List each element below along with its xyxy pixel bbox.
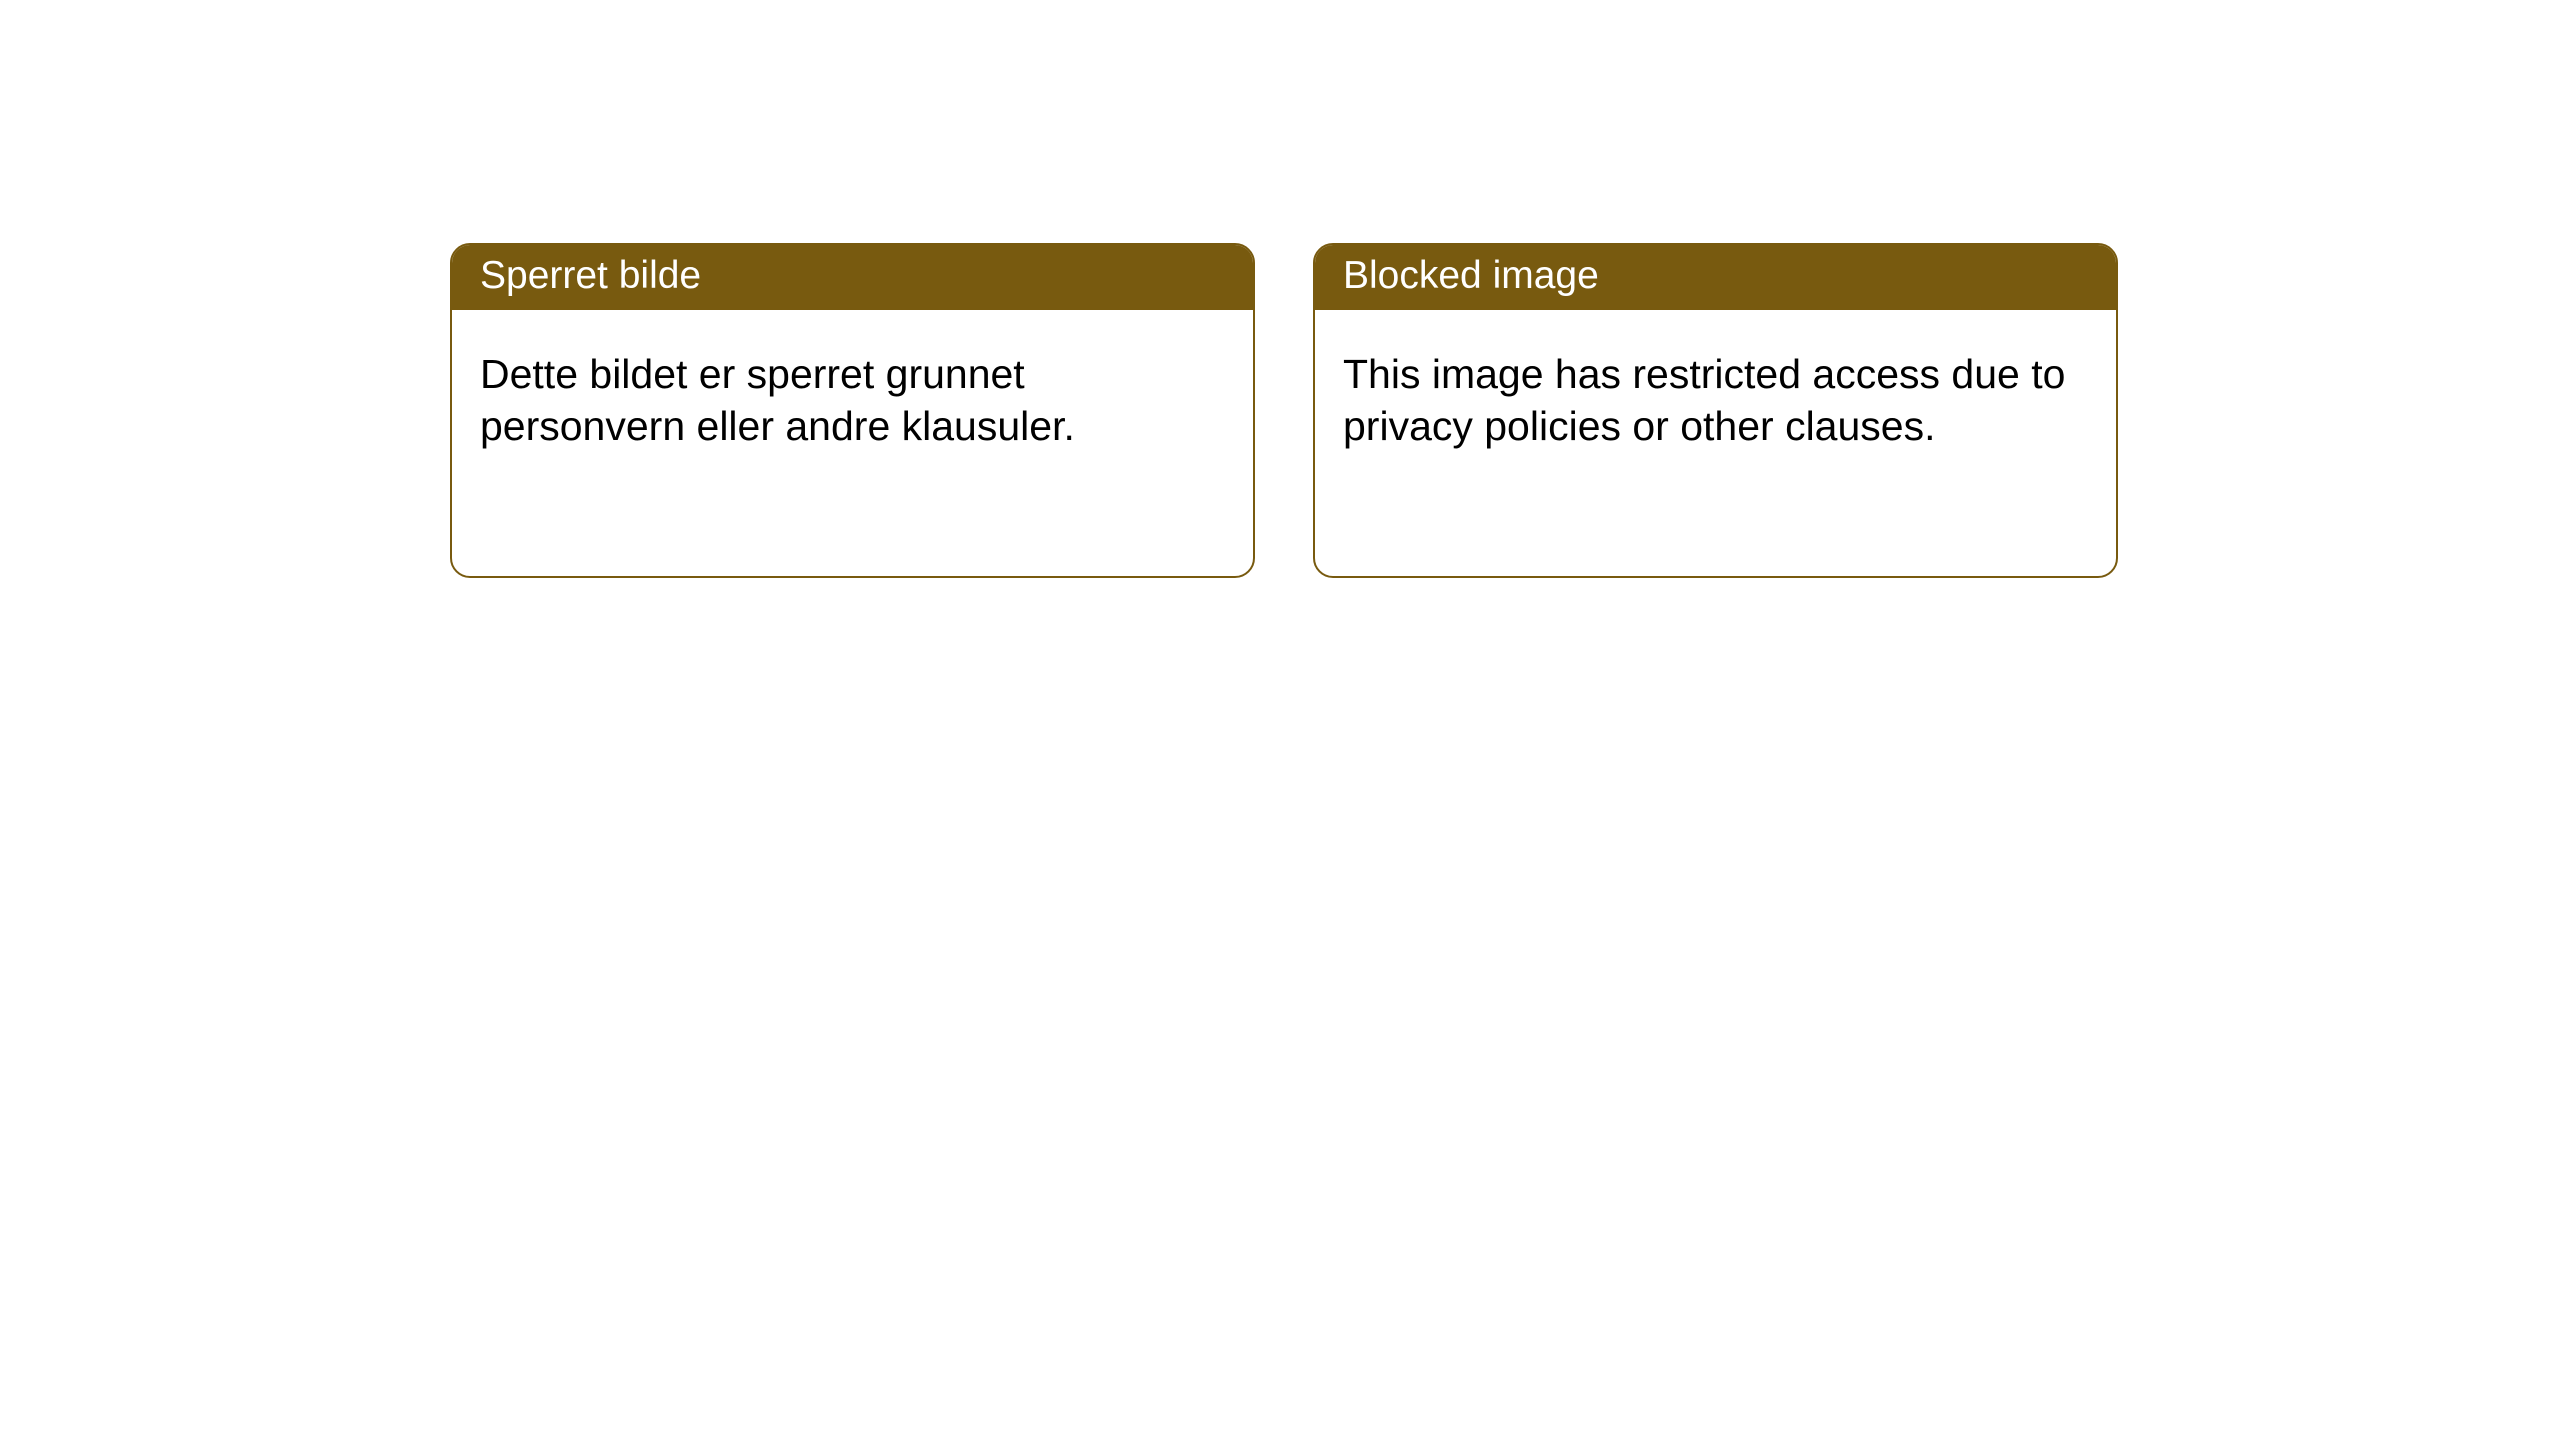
blocked-image-card-norwegian: Sperret bilde Dette bildet er sperret gr…: [450, 243, 1255, 578]
card-title-english: Blocked image: [1315, 245, 2116, 310]
card-title-norwegian: Sperret bilde: [452, 245, 1253, 310]
card-body-english: This image has restricted access due to …: [1315, 310, 2116, 472]
notice-cards-container: Sperret bilde Dette bildet er sperret gr…: [0, 0, 2560, 578]
card-body-norwegian: Dette bildet er sperret grunnet personve…: [452, 310, 1253, 472]
blocked-image-card-english: Blocked image This image has restricted …: [1313, 243, 2118, 578]
